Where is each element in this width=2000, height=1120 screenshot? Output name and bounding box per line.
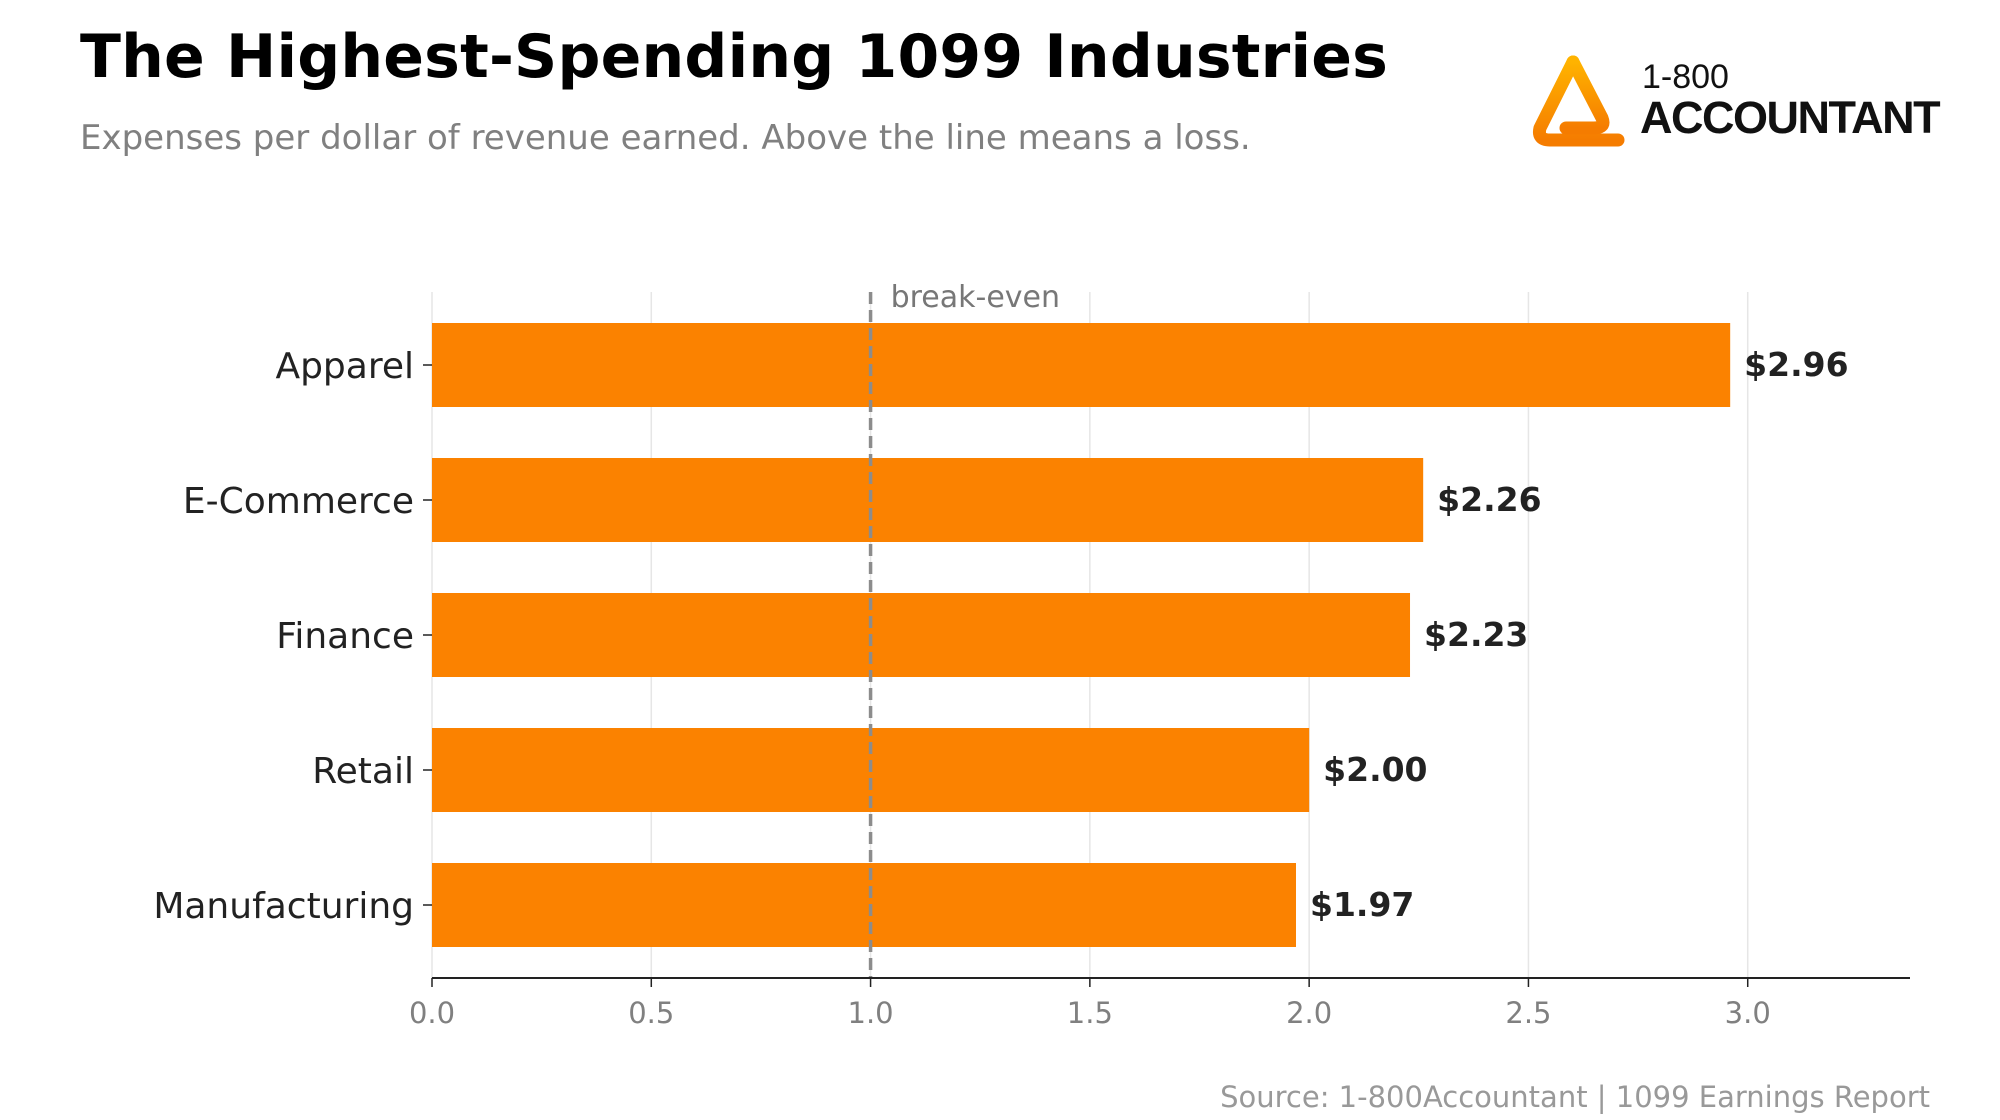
source-note: Source: 1-800Accountant | 1099 Earnings …	[1220, 1080, 1930, 1114]
value-label: $2.23	[1424, 615, 1528, 654]
x-tick-label: 1.0	[848, 996, 894, 1030]
bar-e-commerce	[432, 458, 1424, 542]
triangle-a-logo-icon	[1533, 55, 1625, 147]
bars	[432, 323, 1731, 947]
value-label: $2.96	[1744, 345, 1848, 384]
value-label: $2.00	[1323, 750, 1427, 789]
value-label: $2.26	[1437, 480, 1541, 519]
bar-finance	[432, 593, 1411, 677]
logo-text-bottom: ACCOUNTANT	[1640, 92, 1941, 143]
category-label: Manufacturing	[153, 886, 414, 927]
bar-apparel	[432, 323, 1731, 407]
reference-line-group: break-even	[868, 280, 1060, 978]
x-tick-label: 2.0	[1286, 996, 1332, 1030]
logo-text-top: 1-800	[1642, 58, 1729, 96]
x-tick-label: 3.0	[1725, 996, 1771, 1030]
chart-subtitle: Expenses per dollar of revenue earned. A…	[80, 118, 1251, 158]
company-logo: 1-800 ACCOUNTANT	[1530, 52, 1950, 152]
break-even-label: break-even	[891, 280, 1060, 315]
bar-manufacturing	[432, 863, 1296, 947]
category-label: Retail	[312, 751, 414, 792]
x-tick-label: 1.5	[1067, 996, 1113, 1030]
x-tick-label: 0.0	[409, 996, 455, 1030]
x-tick-label: 2.5	[1505, 996, 1551, 1030]
labels: Apparel $2.96 E-Commerce $2.26 Finance $2.23 R…	[153, 345, 1848, 927]
category-label: Apparel	[275, 346, 414, 387]
category-label: Finance	[276, 616, 414, 657]
value-label: $1.97	[1310, 885, 1414, 924]
category-label: E-Commerce	[183, 481, 414, 522]
x-tick-label: 0.5	[628, 996, 674, 1030]
x-axis: 0.0 0.5 1.0 1.5 2.0 2.5 3.0	[409, 364, 1910, 1030]
chart-title: The Highest-Spending 1099 Industries	[80, 22, 1389, 92]
